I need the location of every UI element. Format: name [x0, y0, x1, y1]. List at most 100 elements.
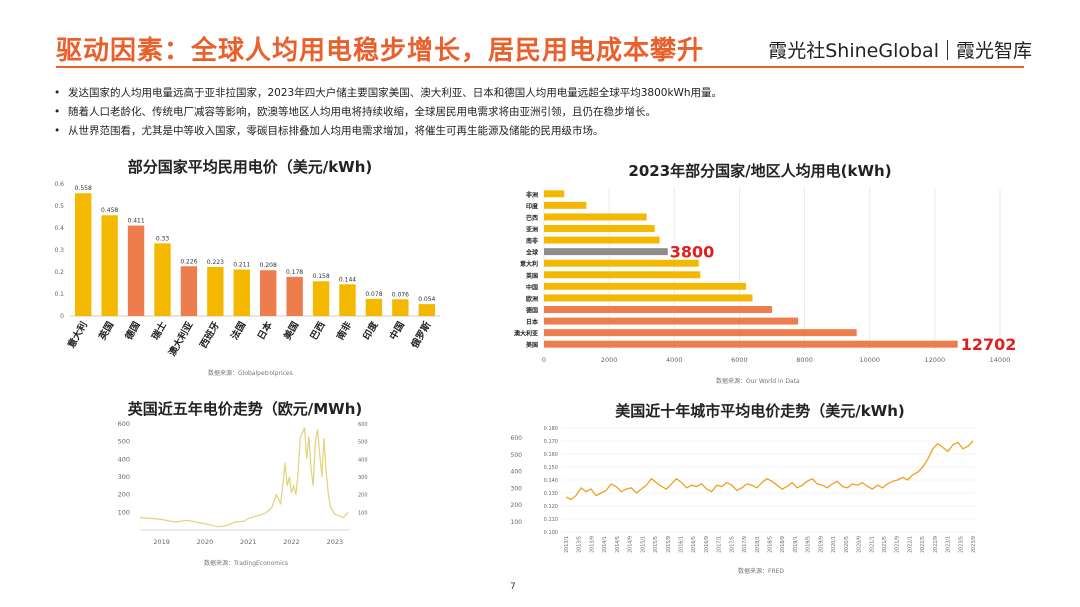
x-tick-label: 2013/5: [577, 536, 583, 553]
bar: [127, 225, 145, 316]
y-tick-label-left: 100: [511, 519, 523, 526]
y-tick-label-right: 0.100: [544, 530, 558, 536]
category-label: 日本: [526, 318, 539, 326]
bar: [101, 215, 118, 316]
x-tick-label: 2000: [601, 356, 618, 364]
x-tick-label: 2016/1: [678, 536, 684, 553]
category-label: 俄罗斯: [408, 319, 433, 351]
bar-value-label: 0.078: [365, 291, 382, 298]
y-tick-label: 0.6: [54, 181, 64, 188]
page-title: 驱动因素：全球人均用电稳步增长，居民用电成本攀升: [56, 36, 705, 66]
category-label: 中国: [387, 320, 407, 342]
category-label: 法国: [228, 320, 248, 342]
bar: [286, 276, 303, 316]
x-tick-label: 2020/9: [857, 536, 863, 553]
y-tick-label: 0.5: [54, 203, 64, 210]
x-tick-label: 2016/9: [704, 536, 710, 553]
y-tick-label-right: 100: [358, 510, 368, 516]
y-tick-label-left: 600: [511, 435, 523, 442]
y-tick-label-right: 0.130: [544, 491, 558, 497]
bullet-list: 发达国家的人均用电量远高于亚非拉国家，2023年四大户储主要国家美国、澳大利亚、…: [50, 84, 1030, 141]
x-tick-label: 2017/9: [742, 536, 748, 553]
chart2-title: 2023年部分国家/地区人均用电(kWh): [628, 162, 892, 180]
brand-divider: [946, 39, 948, 60]
category-label: 日本: [255, 319, 275, 342]
category-label: 英国: [96, 320, 116, 342]
category-label: 德国: [123, 320, 143, 342]
price-bar-chart: 0 0.1 0.2 0.3 0.4 0.5 0.6 0.558 意大利 0.458 英国 0.411 德…: [54, 181, 440, 358]
y-tick-label: 0.3: [54, 247, 64, 254]
x-tick-label: 2018/9: [780, 536, 786, 553]
y-tick-label-right: 0.140: [544, 478, 558, 484]
bar-value-label: 0.178: [286, 269, 303, 276]
highlight-label: 3800: [670, 243, 715, 262]
bar: [544, 225, 655, 232]
category-label: 全球: [525, 249, 539, 257]
brand-right: 霞光智库: [955, 40, 1032, 62]
x-tick-label: 2020: [197, 538, 214, 546]
category-label: 意大利: [65, 320, 90, 351]
x-tick-label: 2019/5: [806, 536, 812, 553]
x-tick-label: 2021/5: [882, 536, 888, 553]
bar: [544, 329, 857, 337]
bar: [544, 282, 746, 290]
bar: [544, 248, 668, 256]
y-tick-label-left: 500: [118, 438, 130, 446]
x-tick-label: 8000: [796, 356, 813, 364]
x-tick-label: 2021: [240, 538, 257, 546]
chart1-source: 数据来源：Globalpetrolprices: [208, 370, 293, 377]
y-tick-label: 0: [60, 313, 64, 320]
bar-value-label: 0.33: [156, 235, 170, 242]
bullet-item: 发达国家的人均用电量远高于亚非拉国家，2023年四大户储主要国家美国、澳大利亚、…: [50, 84, 1030, 103]
category-label: 美国: [525, 341, 538, 349]
y-tick-label-right: 0.110: [544, 517, 558, 523]
category-label: 美国: [281, 320, 301, 343]
brand: 霞光社ShineGlobal 霞光智库: [768, 36, 1032, 63]
chart1-title: 部分国家平均民用电价（美元/kWh): [127, 158, 373, 176]
bar: [312, 281, 330, 316]
chart4-title: 美国近十年城市平均电价走势（美元/kWh): [615, 402, 905, 420]
bar-value-label: 0.226: [180, 258, 197, 265]
category-label: 欧洲: [526, 295, 538, 303]
bar-value-label: 0.054: [418, 296, 435, 303]
y-tick-label-left: 300: [118, 473, 130, 481]
bar: [544, 259, 699, 267]
x-tick-label: 2013/1: [564, 536, 570, 553]
bar: [544, 294, 753, 302]
x-tick-label: 2023/5: [958, 536, 964, 553]
bullet-item: 从世界范围看，尤其是中等收入国家，零碳目标排叠加人均用电需求增加，将催生可再生能…: [50, 122, 1030, 141]
category-label: 南非: [526, 237, 538, 245]
category-label: 亚洲: [526, 225, 538, 233]
uk-price-line-chart: 100 200 300 400 500 600 100 200 300 400 500 600 2019…: [118, 420, 368, 546]
y-tick-label-right: 0.160: [544, 452, 558, 458]
x-tick-label: 2019: [153, 538, 170, 546]
consumption-bar-chart: 0 2000 4000 6000 8000 10000 12000 14000 非洲印度巴西亚洲…: [514, 188, 1016, 364]
bar-value-label: 0.211: [233, 262, 250, 269]
x-tick-label: 2015/9: [666, 536, 672, 553]
bar: [180, 266, 198, 316]
y-tick-label-right: 300: [358, 475, 368, 481]
category-label: 英国: [525, 272, 538, 280]
y-tick-label: 0.2: [54, 269, 64, 276]
x-tick-label: 2023/1: [946, 536, 952, 553]
chart3-source: 数据来源：TradingEconomics: [204, 560, 289, 567]
y-tick-label-right: 0.170: [544, 439, 558, 445]
x-tick-label: 2023: [327, 538, 344, 546]
x-tick-label: 2019/9: [818, 536, 824, 553]
y-tick-label-left: 200: [511, 502, 523, 509]
chart3-title: 英国近五年电价走势（欧元/MWh): [127, 400, 363, 418]
y-tick-label: 0.1: [54, 291, 64, 298]
bar: [544, 201, 587, 209]
x-tick-label: 2015/5: [653, 536, 659, 553]
bar: [418, 304, 435, 316]
bar-value-label: 0.158: [312, 273, 329, 280]
category-label: 德国: [525, 306, 538, 314]
category-label: 澳大利亚: [514, 330, 538, 338]
category-label: 澳大利亚: [166, 319, 196, 358]
x-tick-label: 4000: [666, 356, 683, 364]
bullet-item: 随着人口老龄化、传统电厂减容等影响，欧澳等地区人均用电将持续收缩，全球居民用电需…: [50, 103, 1030, 122]
category-label: 非洲: [526, 191, 538, 199]
brand-left: 霞光社ShineGlobal: [768, 40, 939, 62]
bar-value-label: 0.558: [75, 185, 92, 192]
us-price-line-chart: 100 200 300 400 500 600 0.100 0.110 0.120 0.130 0.…: [511, 426, 977, 553]
